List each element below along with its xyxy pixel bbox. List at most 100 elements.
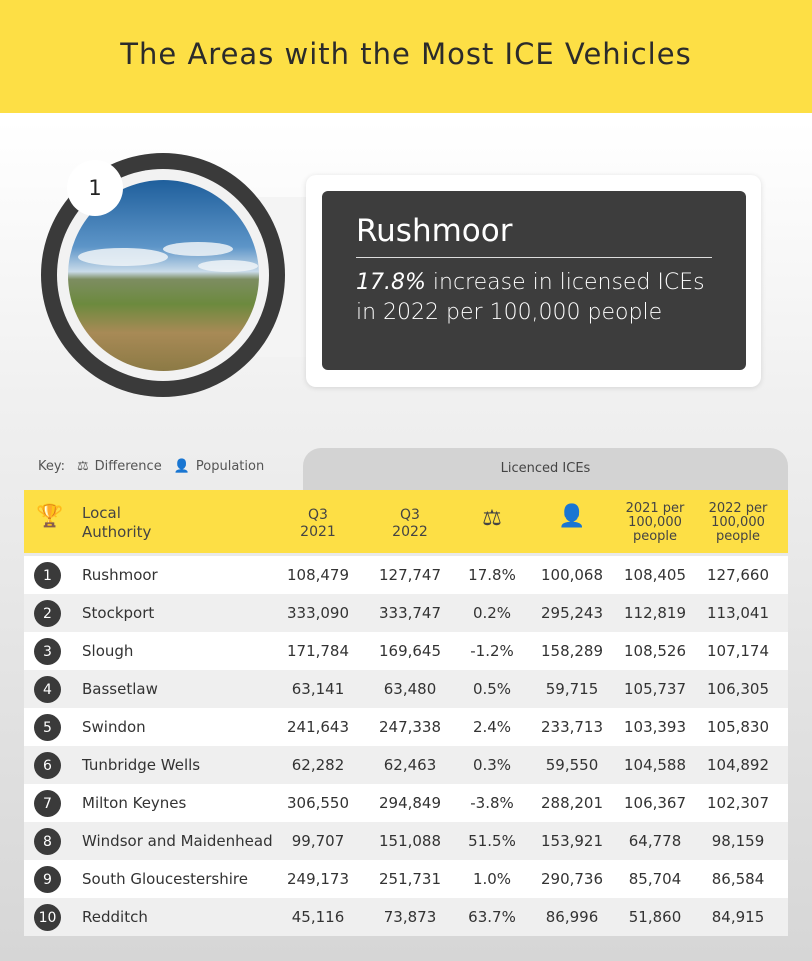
- cell-per-2021: 64,778: [628, 832, 682, 850]
- cell-pop: 153,921: [540, 832, 604, 850]
- header-2021-per-100k: 2021 per 100,000 people: [625, 501, 685, 544]
- licenced-ices-header: Licenced ICEs: [303, 448, 788, 492]
- local-authority: Swindon: [82, 718, 146, 736]
- cell-pop: 158,289: [540, 642, 604, 660]
- cell-per-2021: 108,405: [623, 566, 687, 584]
- key-label: Key:: [38, 459, 66, 474]
- feature-name: Rushmoor: [356, 213, 712, 258]
- cell-per-2021: 105,737: [623, 680, 687, 698]
- rank-badge: 4: [34, 676, 61, 703]
- cell-diff: 1.0%: [472, 870, 512, 888]
- rank-badge: 9: [34, 866, 61, 893]
- title-banner: The Areas with the Most ICE Vehicles: [0, 0, 812, 113]
- cell-q3-2021: 99,707: [291, 832, 345, 850]
- cell-q3-2021: 63,141: [291, 680, 345, 698]
- table-row: 1 Rushmoor 108,479 127,747 17.8% 100,068 108,4…: [24, 556, 788, 594]
- cell-diff: 17.8%: [468, 566, 516, 584]
- cell-per-2021: 85,704: [628, 870, 682, 888]
- cell-q3-2022: 63,480: [383, 680, 437, 698]
- cell-per-2022: 102,307: [706, 794, 770, 812]
- rank-badge: 5: [34, 714, 61, 741]
- cell-per-2021: 108,526: [623, 642, 687, 660]
- feature-text-2: in 2022 per 100,000 people: [356, 300, 663, 325]
- cell-per-2022: 104,892: [706, 756, 770, 774]
- rank-badge: 2: [34, 600, 61, 627]
- cell-per-2021: 106,367: [623, 794, 687, 812]
- key: Key: ⚖ Difference 👤 Population: [38, 459, 264, 474]
- cell-q3-2021: 108,479: [286, 566, 350, 584]
- cell-diff: 2.4%: [472, 718, 512, 736]
- cell-diff: 63.7%: [468, 908, 516, 926]
- cell-pop: 100,068: [540, 566, 604, 584]
- cell-q3-2021: 333,090: [286, 604, 350, 622]
- local-authority: Redditch: [82, 908, 148, 926]
- cell-q3-2022: 169,645: [378, 642, 442, 660]
- scales-icon: ⚖: [77, 459, 89, 474]
- key-difference: Difference: [94, 459, 162, 474]
- key-population: Population: [195, 459, 265, 474]
- cell-per-2022: 105,830: [706, 718, 770, 736]
- table-row: 10 Redditch 45,116 73,873 63.7% 86,996 51,860 8…: [24, 898, 788, 936]
- header-q3-2021: Q3 2021: [300, 507, 336, 540]
- table-row: 9 South Gloucestershire 249,173 251,731 1.0%…: [24, 860, 788, 898]
- table-row: 2 Stockport 333,090 333,747 0.2% 295,243 112,8…: [24, 594, 788, 632]
- rank-badge: 10: [34, 904, 61, 931]
- header-2022-per-100k: 2022 per 100,000 people: [708, 501, 768, 544]
- person-icon: 👤: [558, 504, 586, 529]
- header-q3-2022: Q3 2022: [392, 507, 428, 540]
- cell-q3-2021: 171,784: [286, 642, 350, 660]
- feature-text-1: increase in licensed ICEs: [432, 270, 705, 295]
- cell-q3-2021: 241,643: [286, 718, 350, 736]
- local-authority: Rushmoor: [82, 566, 158, 584]
- cell-per-2022: 106,305: [706, 680, 770, 698]
- cell-per-2022: 107,174: [706, 642, 770, 660]
- cell-pop: 59,550: [545, 756, 599, 774]
- local-authority: Milton Keynes: [82, 794, 187, 812]
- cell-diff: 0.2%: [472, 604, 512, 622]
- cell-per-2021: 103,393: [623, 718, 687, 736]
- cell-q3-2021: 45,116: [291, 908, 345, 926]
- local-authority: Tunbridge Wells: [82, 756, 201, 774]
- cell-diff: 0.3%: [472, 756, 512, 774]
- local-authority: Windsor and Maidenhead: [82, 832, 273, 850]
- cell-q3-2022: 151,088: [378, 832, 442, 850]
- cell-q3-2022: 251,731: [378, 870, 442, 888]
- header-local-authority: Local Authority: [82, 504, 152, 541]
- cell-per-2021: 51,860: [628, 908, 682, 926]
- cell-per-2022: 86,584: [711, 870, 765, 888]
- feature-box: Rushmoor 17.8% increase in licensed ICEs…: [322, 191, 746, 370]
- page-title: The Areas with the Most ICE Vehicles: [120, 36, 692, 71]
- cell-q3-2022: 127,747: [378, 566, 442, 584]
- cell-diff: 51.5%: [468, 832, 516, 850]
- local-authority: Bassetlaw: [82, 680, 158, 698]
- cell-q3-2021: 62,282: [291, 756, 345, 774]
- cell-per-2022: 98,159: [711, 832, 765, 850]
- rank-badge: 1: [34, 562, 61, 589]
- cell-q3-2022: 62,463: [383, 756, 437, 774]
- cell-q3-2022: 247,338: [378, 718, 442, 736]
- cell-pop: 295,243: [540, 604, 604, 622]
- cell-per-2022: 127,660: [706, 566, 770, 584]
- person-icon: 👤: [173, 459, 190, 474]
- cell-q3-2022: 294,849: [378, 794, 442, 812]
- cell-pop: 59,715: [545, 680, 599, 698]
- table-header: 🏆 Local Authority Q3 2021 Q3 2022 ⚖ 👤 2021 …: [24, 490, 788, 553]
- table-row: 5 Swindon 241,643 247,338 2.4% 233,713 103,393…: [24, 708, 788, 746]
- cell-per-2022: 84,915: [711, 908, 765, 926]
- rank-badge: 8: [34, 828, 61, 855]
- cell-diff: -1.2%: [470, 642, 514, 660]
- cell-diff: -3.8%: [470, 794, 514, 812]
- rank-badge: 7: [34, 790, 61, 817]
- cell-q3-2022: 73,873: [383, 908, 437, 926]
- feature-highlight: 17.8%: [356, 270, 426, 295]
- feature-text: 17.8% increase in licensed ICEs in 2022 p…: [356, 268, 712, 328]
- table-row: 3 Slough 171,784 169,645 -1.2% 158,289 108,526…: [24, 632, 788, 670]
- local-authority: South Gloucestershire: [82, 870, 248, 888]
- cell-pop: 290,736: [540, 870, 604, 888]
- scales-icon: ⚖: [482, 506, 502, 531]
- cell-per-2021: 104,588: [623, 756, 687, 774]
- table-row: 6 Tunbridge Wells 62,282 62,463 0.3% 59,550 10…: [24, 746, 788, 784]
- cell-q3-2021: 306,550: [286, 794, 350, 812]
- cell-pop: 288,201: [540, 794, 604, 812]
- rank-badge: 6: [34, 752, 61, 779]
